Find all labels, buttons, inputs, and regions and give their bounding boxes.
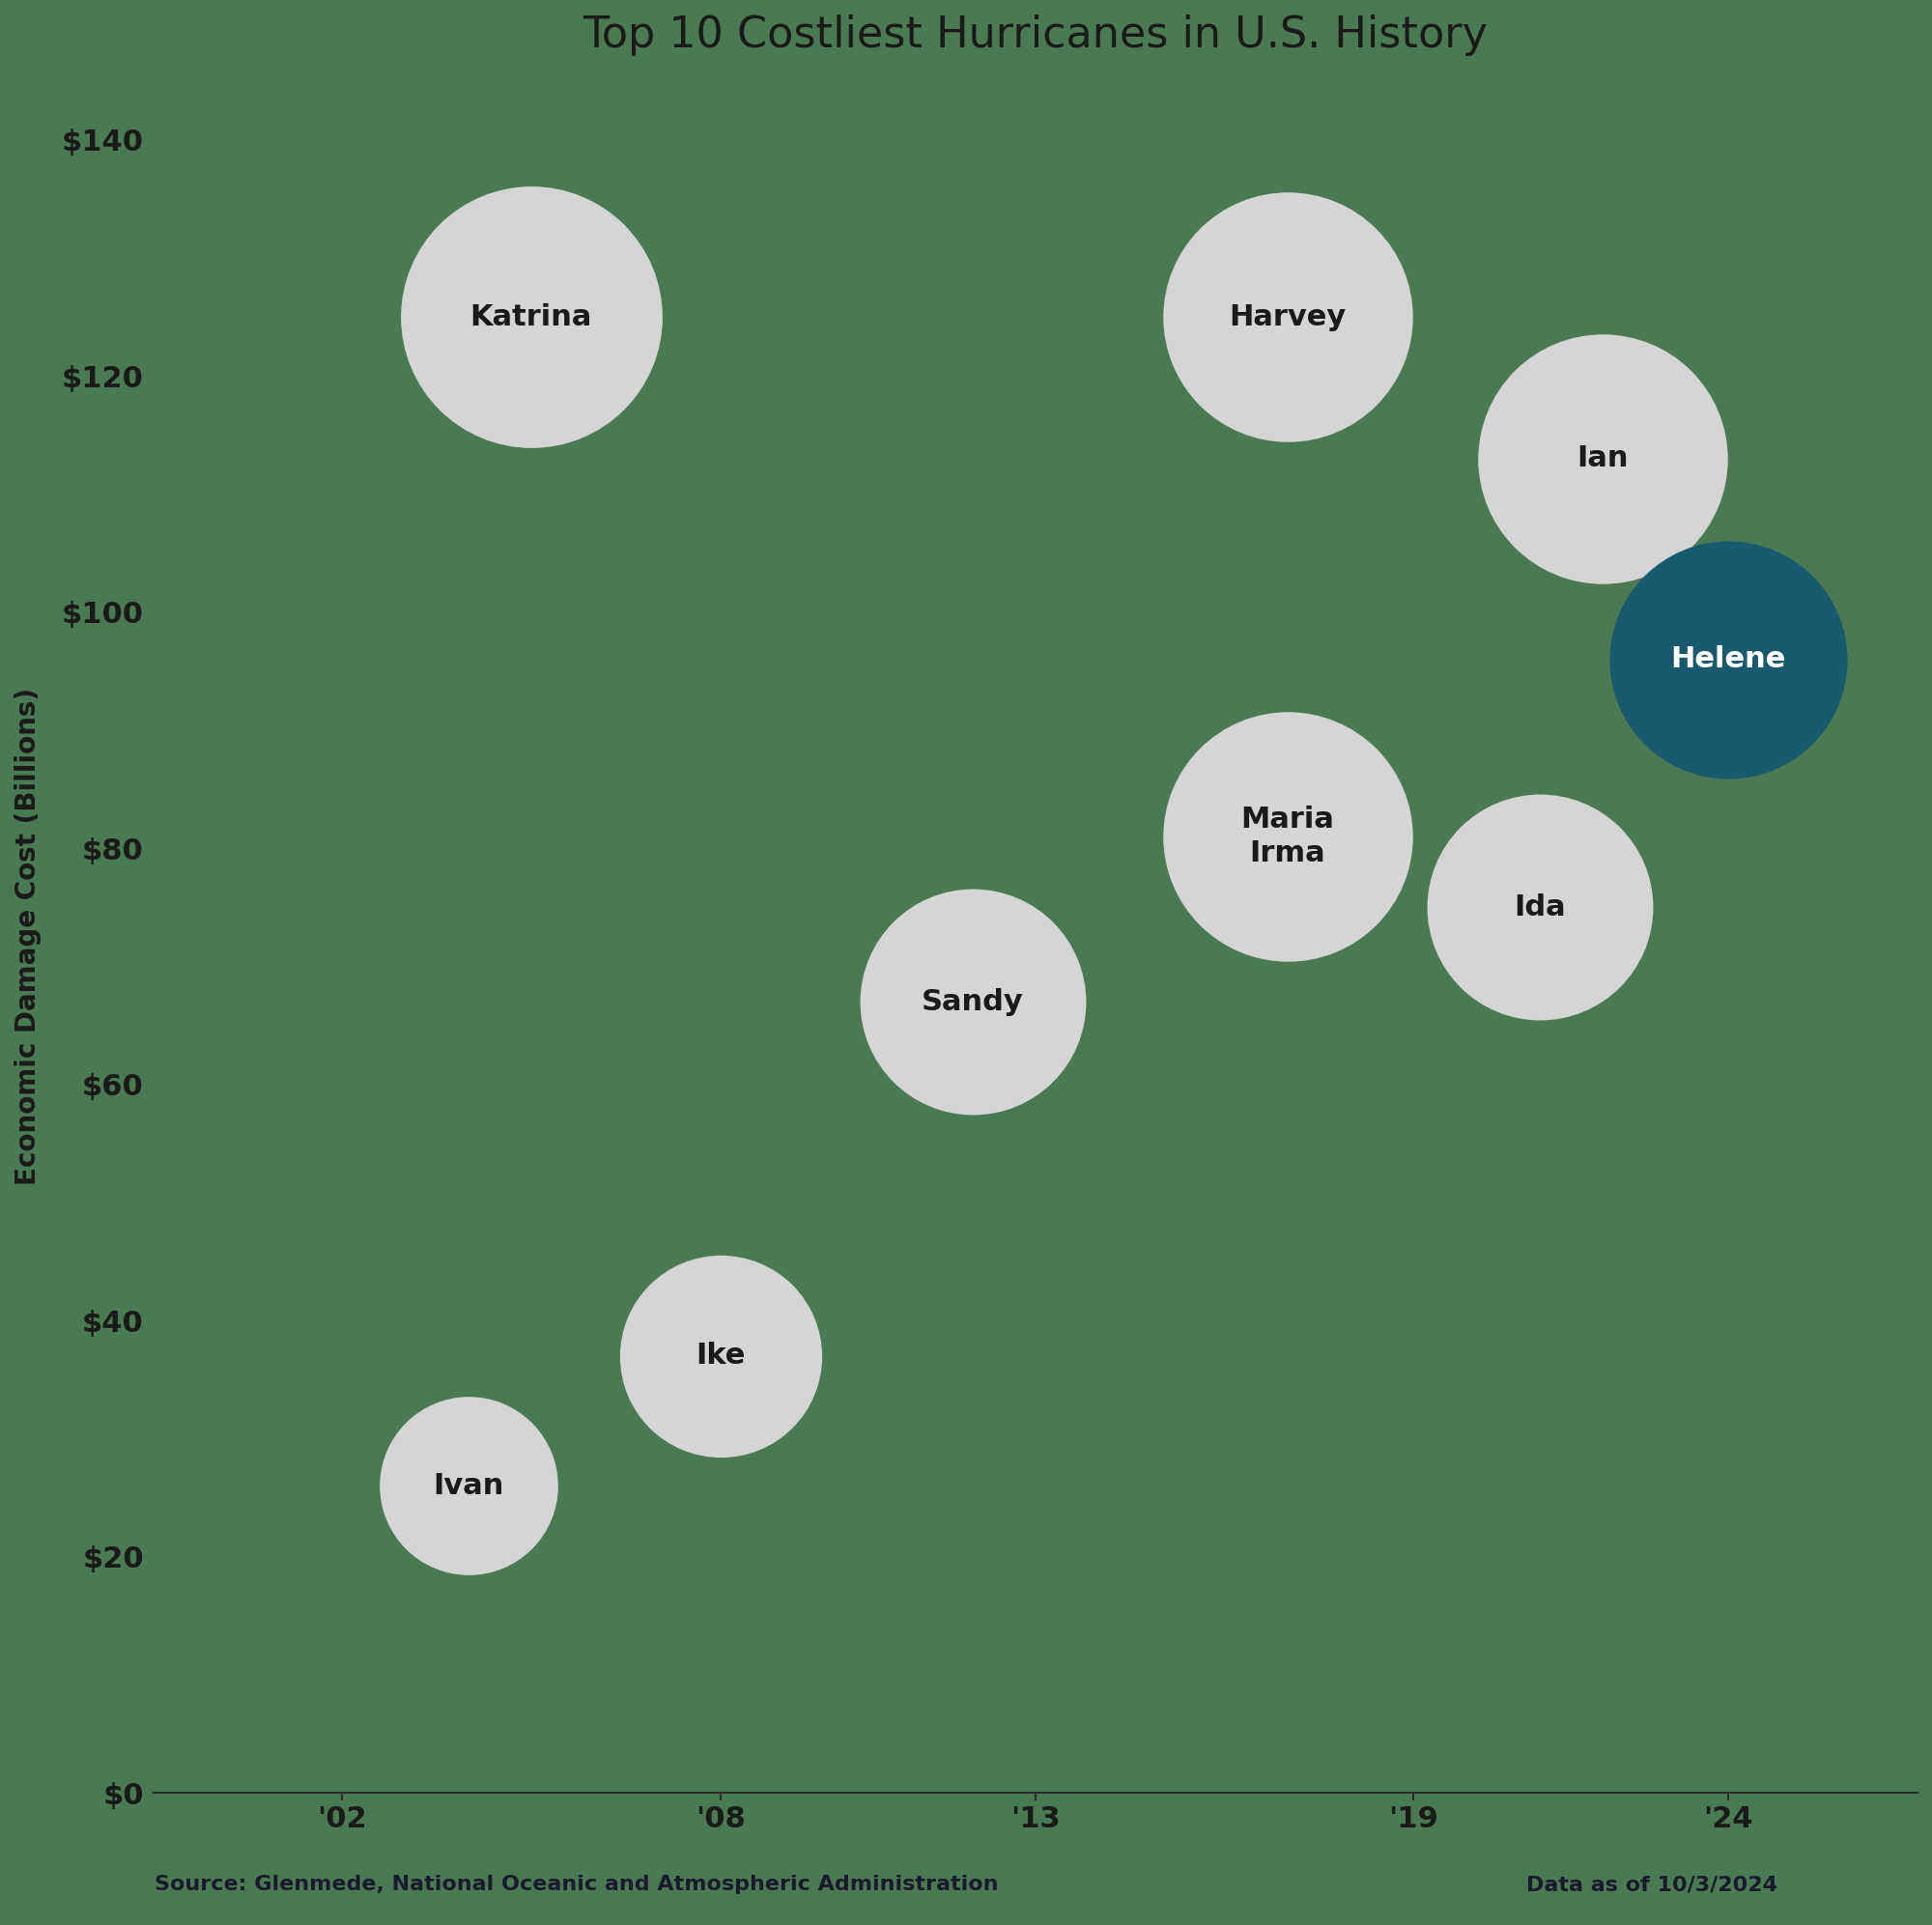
Text: Helene: Helene — [1671, 645, 1785, 674]
Y-axis label: Economic Damage Cost (Billions): Economic Damage Cost (Billions) — [15, 687, 43, 1186]
Text: Katrina: Katrina — [469, 302, 593, 331]
Point — [516, 302, 547, 333]
Text: Maria
Irma: Maria Irma — [1240, 805, 1335, 868]
Point — [452, 1471, 483, 1502]
Text: Ida: Ida — [1513, 893, 1565, 922]
Title: Top 10 Costliest Hurricanes in U.S. History: Top 10 Costliest Hurricanes in U.S. Hist… — [583, 15, 1488, 56]
Text: Source: Glenmede, National Oceanic and Atmospheric Administration: Source: Glenmede, National Oceanic and A… — [155, 1875, 999, 1894]
Text: Ian: Ian — [1577, 445, 1629, 474]
Text: Ivan: Ivan — [433, 1473, 504, 1500]
Text: Sandy: Sandy — [922, 988, 1024, 1016]
Text: Data as of 10/3/2024: Data as of 10/3/2024 — [1526, 1875, 1777, 1894]
Point — [1586, 443, 1617, 474]
Text: Ike: Ike — [696, 1342, 746, 1371]
Point — [705, 1340, 736, 1371]
Point — [956, 986, 987, 1016]
Point — [1714, 645, 1745, 676]
Text: Harvey: Harvey — [1229, 302, 1347, 331]
Point — [1524, 891, 1555, 922]
Point — [1271, 822, 1302, 853]
Point — [1271, 302, 1302, 333]
